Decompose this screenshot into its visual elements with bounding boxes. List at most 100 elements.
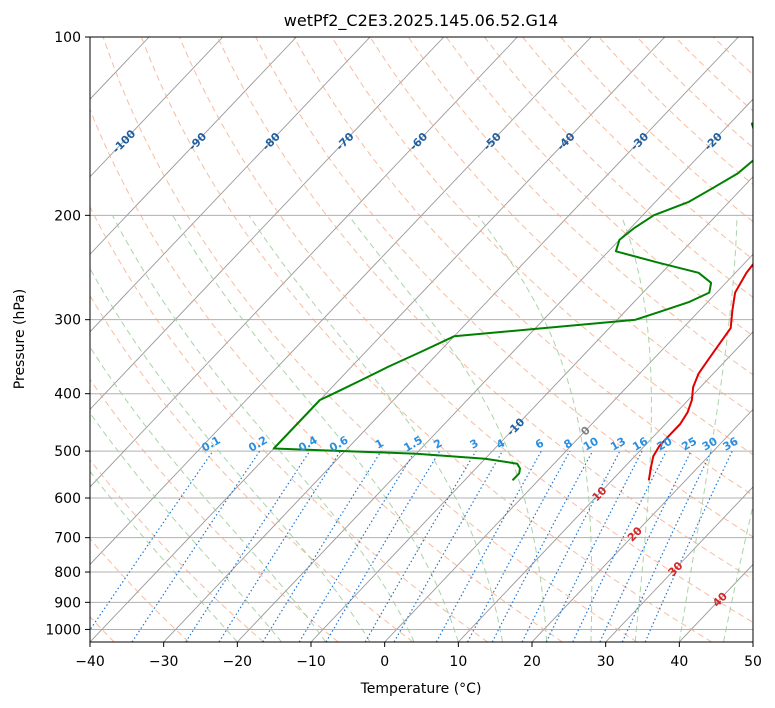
plot-frame xyxy=(89,36,754,643)
y-tick-label: 1000 xyxy=(45,622,81,638)
y-tick-label: 900 xyxy=(54,595,81,611)
isotherm-line xyxy=(457,331,753,642)
x-tick-label: −20 xyxy=(223,654,253,670)
x-tick-label: −30 xyxy=(149,654,179,670)
mixing-ratio-line xyxy=(435,450,542,642)
mixing-ratio-line xyxy=(185,450,311,642)
dry-adiabat-line xyxy=(90,537,190,642)
y-tick-label: 100 xyxy=(54,30,81,46)
mixing-ratio-lines xyxy=(90,450,733,642)
isotherm-line xyxy=(605,486,753,642)
dry-adiabat-line xyxy=(751,37,753,40)
isotherm-line xyxy=(752,641,753,642)
mixing-ratio-line xyxy=(572,450,667,642)
dry-adiabat-line xyxy=(178,37,753,623)
dewpoint-profile xyxy=(272,122,753,481)
dry-adiabat-line xyxy=(369,37,753,415)
mixing-ratio-line xyxy=(131,450,261,642)
mixing-ratio-line xyxy=(218,450,342,642)
x-tick-label: 20 xyxy=(523,654,541,670)
y-tick-label: 600 xyxy=(54,491,81,507)
moist-adiabat-line xyxy=(768,215,775,642)
mixing-ratio-label: 1 xyxy=(373,437,386,452)
y-axis-title: Pressure (hPa) xyxy=(12,289,28,389)
y-tick-label: 300 xyxy=(54,313,81,329)
moist-adiabat-line xyxy=(90,267,371,642)
mixing-ratio-label: 6 xyxy=(533,436,546,451)
isotherm-line xyxy=(384,253,753,642)
mixing-ratio-label: 2 xyxy=(431,437,444,452)
x-tick-label: 40 xyxy=(670,654,688,670)
mixing-ratio-line xyxy=(364,450,477,642)
mixing-ratio-line xyxy=(545,450,643,642)
moist-adiabat-line xyxy=(90,346,327,642)
y-tick-label: 700 xyxy=(54,531,81,547)
dry-adiabat-line xyxy=(90,205,488,642)
y-tick-label: 500 xyxy=(54,444,81,460)
y-tick-label: 400 xyxy=(54,387,81,403)
x-axis-ticks: −40 −30 −20 −10 0 10 20 30 40 50 xyxy=(75,642,762,670)
moist-adiabat-line xyxy=(172,215,459,642)
moist-adiabat-line xyxy=(90,412,282,642)
isotherm-line xyxy=(90,37,518,488)
isotherm-line xyxy=(163,37,739,642)
dry-adiabat-line xyxy=(407,37,753,376)
dry-adiabat-line xyxy=(674,37,753,112)
mixing-ratio-line xyxy=(466,450,571,642)
x-tick-label: 10 xyxy=(449,654,467,670)
chart-title: wetPf2_C2E3.2025.145.06.52.G14 xyxy=(284,11,558,31)
isotherm-line xyxy=(90,37,666,642)
mixing-ratio-line xyxy=(298,450,416,642)
isotherm-line xyxy=(0,37,2,642)
moist-adiabat-line xyxy=(90,470,238,642)
temperature-profile xyxy=(647,262,753,481)
dry-adiabat-line xyxy=(90,378,339,642)
isotherm-label: -100 xyxy=(110,127,139,156)
dry-adiabat-line xyxy=(636,37,753,149)
dry-adiabat-line xyxy=(102,37,638,642)
mixing-ratio-line xyxy=(599,450,692,642)
sounding-profiles xyxy=(272,122,753,481)
moist-adiabat-line xyxy=(620,215,652,642)
mixing-ratio-line xyxy=(393,450,504,642)
dry-adiabat-line xyxy=(90,459,264,642)
moist-adiabat-line xyxy=(678,215,738,642)
isotherm-line xyxy=(236,98,753,642)
mixing-ratio-label: 3 xyxy=(468,437,481,452)
x-tick-label: −40 xyxy=(75,654,105,670)
y-tick-label: 800 xyxy=(54,565,81,581)
y-tick-label: 200 xyxy=(54,208,81,224)
x-tick-label: 30 xyxy=(597,654,615,670)
x-axis-title: Temperature (°C) xyxy=(360,681,482,697)
isotherm-line xyxy=(90,37,224,178)
moist-adiabat-line xyxy=(723,503,753,642)
dry-adiabat-lines xyxy=(90,37,753,642)
isotherm-line xyxy=(90,37,297,255)
moist-adiabat-line xyxy=(111,215,415,642)
isotherm-line xyxy=(531,408,753,642)
mixing-ratio-line xyxy=(262,450,382,642)
dry-adiabat-line xyxy=(293,37,753,496)
dry-adiabat-line xyxy=(255,37,753,538)
moist-adiabat-line xyxy=(248,215,503,642)
isotherm-line xyxy=(90,37,592,566)
dry-adiabat-line xyxy=(140,37,712,642)
x-tick-label: 0 xyxy=(380,654,389,670)
isotherm-line xyxy=(678,563,753,642)
mixing-ratio-line xyxy=(644,450,733,642)
moist-adiabat-lines xyxy=(90,215,775,642)
mixing-ratio-line xyxy=(325,450,441,642)
x-tick-label: 50 xyxy=(744,654,762,670)
dry-adiabat-line xyxy=(217,37,753,580)
isotherm-line xyxy=(90,37,371,333)
y-axis-ticks: 100 200 300 400 500 600 700 800 900 1000 xyxy=(45,30,90,638)
x-tick-label: −10 xyxy=(296,654,326,670)
dry-adiabat-line xyxy=(331,37,753,456)
isotherm-lines xyxy=(0,37,753,642)
dry-adiabat-line xyxy=(90,108,563,642)
dry-adiabat-line xyxy=(598,37,753,186)
mixing-ratio-line xyxy=(90,450,214,631)
isotherm-line xyxy=(90,37,445,411)
moist-adiabat-line xyxy=(348,215,548,642)
